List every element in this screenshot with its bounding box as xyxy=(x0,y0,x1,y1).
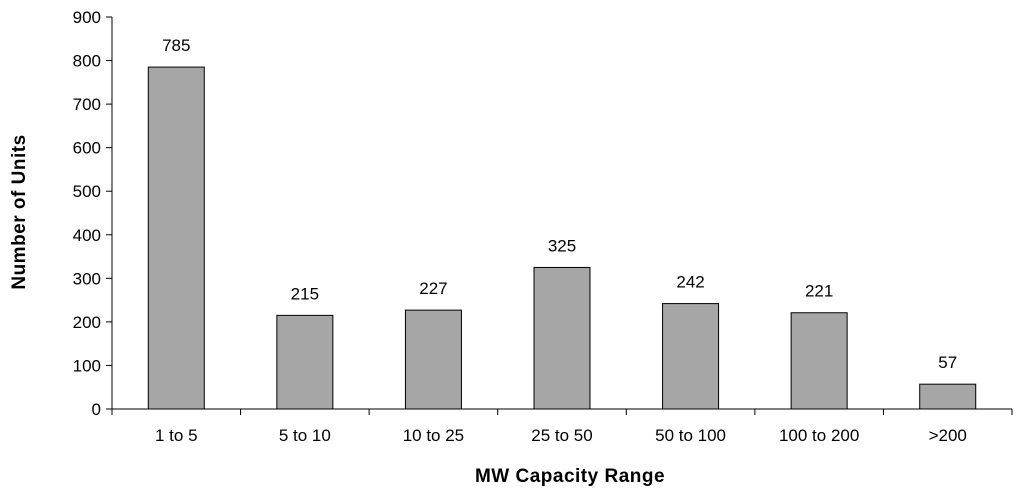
y-tick-label: 900 xyxy=(73,8,101,27)
y-tick-label: 200 xyxy=(73,313,101,332)
x-axis: 1 to 5 5 to 10 10 to 25 25 to 50 50 to 100 10… xyxy=(111,408,1013,445)
bar xyxy=(147,66,205,410)
y-axis: 0 100 200 300 400 500 600 700 800 900 xyxy=(73,8,113,419)
bar-value-label: 227 xyxy=(419,279,447,298)
bar-value-label: 242 xyxy=(676,273,704,292)
bar xyxy=(919,383,977,410)
y-tick-label: 400 xyxy=(73,226,101,245)
x-tick-label: >200 xyxy=(929,426,967,445)
data-labels: 785 215 227 325 242 221 57 xyxy=(162,36,957,372)
x-axis-title: MW Capacity Range xyxy=(475,466,665,487)
bar-value-label: 215 xyxy=(291,284,319,303)
x-tick-label: 1 to 5 xyxy=(155,426,198,445)
bar xyxy=(662,303,720,410)
bar-value-label: 785 xyxy=(162,36,190,55)
bar-value-label: 221 xyxy=(805,282,833,301)
bar xyxy=(276,314,334,410)
bars xyxy=(147,66,977,410)
y-tick-label: 600 xyxy=(73,139,101,158)
y-tick-label: 300 xyxy=(73,269,101,288)
y-axis-title: Number of Units xyxy=(9,134,30,289)
bar xyxy=(404,309,462,410)
x-tick-label: 25 to 50 xyxy=(531,426,592,445)
bar xyxy=(533,266,591,410)
bar-value-label: 325 xyxy=(548,236,576,255)
y-tick-label: 500 xyxy=(73,182,101,201)
x-tick-label: 10 to 25 xyxy=(403,426,464,445)
y-tick-label: 800 xyxy=(73,52,101,71)
x-tick-label: 50 to 100 xyxy=(655,426,726,445)
bar-value-label: 57 xyxy=(938,353,957,372)
bar xyxy=(790,312,848,410)
y-tick-label: 700 xyxy=(73,95,101,114)
x-tick-label: 100 to 200 xyxy=(779,426,859,445)
y-tick-label: 100 xyxy=(73,356,101,375)
x-tick-label: 5 to 10 xyxy=(279,426,331,445)
y-tick-label: 0 xyxy=(92,400,101,419)
